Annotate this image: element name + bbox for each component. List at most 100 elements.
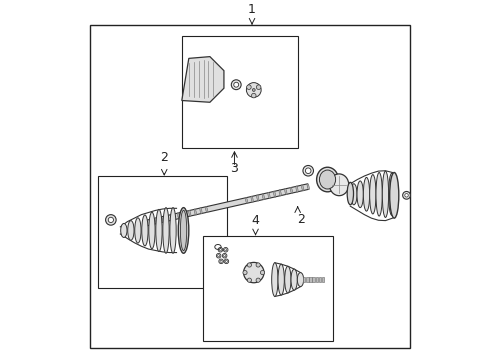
Ellipse shape (155, 218, 157, 224)
Ellipse shape (257, 195, 259, 201)
Ellipse shape (121, 224, 127, 238)
Ellipse shape (271, 263, 278, 296)
Ellipse shape (219, 259, 223, 264)
Ellipse shape (149, 212, 155, 249)
Ellipse shape (403, 192, 411, 199)
Ellipse shape (389, 173, 395, 215)
Ellipse shape (225, 260, 227, 262)
Ellipse shape (262, 194, 265, 200)
Ellipse shape (405, 194, 408, 197)
Ellipse shape (224, 259, 229, 264)
Ellipse shape (369, 175, 376, 214)
Ellipse shape (251, 93, 256, 98)
Polygon shape (144, 184, 309, 226)
Ellipse shape (364, 177, 369, 211)
Ellipse shape (234, 82, 239, 87)
Text: 4: 4 (251, 214, 260, 227)
Ellipse shape (252, 89, 255, 91)
Ellipse shape (218, 255, 220, 257)
Ellipse shape (218, 247, 222, 252)
Ellipse shape (166, 215, 169, 221)
Ellipse shape (291, 269, 297, 290)
Ellipse shape (319, 170, 336, 189)
Ellipse shape (351, 184, 357, 205)
Ellipse shape (135, 218, 141, 243)
Ellipse shape (307, 184, 309, 190)
Bar (203, 236, 333, 341)
Ellipse shape (222, 253, 227, 258)
Ellipse shape (273, 191, 276, 197)
Bar (318, 277, 321, 282)
Ellipse shape (200, 208, 202, 214)
Bar (309, 277, 312, 282)
Ellipse shape (303, 166, 314, 176)
Ellipse shape (170, 208, 176, 253)
Ellipse shape (285, 266, 291, 293)
Ellipse shape (105, 215, 116, 225)
Ellipse shape (256, 278, 260, 282)
Ellipse shape (317, 167, 339, 192)
Ellipse shape (390, 172, 399, 218)
Ellipse shape (247, 263, 251, 267)
Ellipse shape (172, 214, 174, 220)
Ellipse shape (382, 171, 389, 217)
Ellipse shape (177, 213, 180, 219)
Ellipse shape (144, 220, 146, 226)
Ellipse shape (246, 85, 251, 89)
Ellipse shape (243, 270, 247, 275)
Ellipse shape (247, 278, 251, 282)
Ellipse shape (231, 80, 241, 90)
Polygon shape (182, 57, 224, 102)
Ellipse shape (256, 263, 260, 267)
Ellipse shape (251, 196, 253, 202)
Ellipse shape (278, 264, 284, 295)
Ellipse shape (194, 209, 196, 215)
Ellipse shape (261, 270, 265, 275)
Ellipse shape (305, 168, 311, 174)
Ellipse shape (178, 208, 189, 253)
Ellipse shape (290, 187, 293, 193)
Ellipse shape (128, 221, 134, 240)
Ellipse shape (223, 247, 228, 252)
Ellipse shape (347, 182, 353, 205)
Ellipse shape (357, 181, 364, 208)
Ellipse shape (189, 210, 191, 216)
Text: 2: 2 (297, 213, 305, 226)
Bar (313, 277, 315, 282)
Bar (98, 176, 227, 288)
Ellipse shape (301, 185, 304, 191)
Ellipse shape (329, 174, 349, 196)
Ellipse shape (161, 216, 163, 223)
Ellipse shape (220, 249, 221, 251)
Ellipse shape (183, 211, 185, 218)
Text: 3: 3 (230, 162, 239, 175)
Ellipse shape (285, 189, 287, 195)
Text: 2: 2 (160, 151, 168, 164)
Ellipse shape (279, 190, 281, 196)
Ellipse shape (108, 217, 114, 222)
Ellipse shape (217, 253, 221, 258)
Ellipse shape (296, 186, 298, 192)
Ellipse shape (156, 210, 162, 252)
Bar (182, 36, 297, 148)
Ellipse shape (149, 219, 151, 225)
Ellipse shape (376, 172, 382, 216)
Bar (316, 277, 318, 282)
Ellipse shape (244, 262, 264, 283)
Ellipse shape (297, 273, 304, 287)
Ellipse shape (220, 260, 222, 262)
Ellipse shape (223, 255, 226, 257)
Bar (306, 277, 309, 282)
Bar (303, 277, 305, 282)
Bar (322, 277, 324, 282)
Ellipse shape (142, 215, 148, 246)
Ellipse shape (245, 197, 247, 203)
Ellipse shape (163, 208, 169, 253)
Text: 1: 1 (248, 3, 256, 16)
Ellipse shape (180, 210, 187, 251)
Ellipse shape (256, 85, 261, 89)
Ellipse shape (205, 206, 208, 213)
Ellipse shape (268, 192, 270, 198)
Ellipse shape (246, 82, 261, 97)
Ellipse shape (224, 249, 227, 251)
